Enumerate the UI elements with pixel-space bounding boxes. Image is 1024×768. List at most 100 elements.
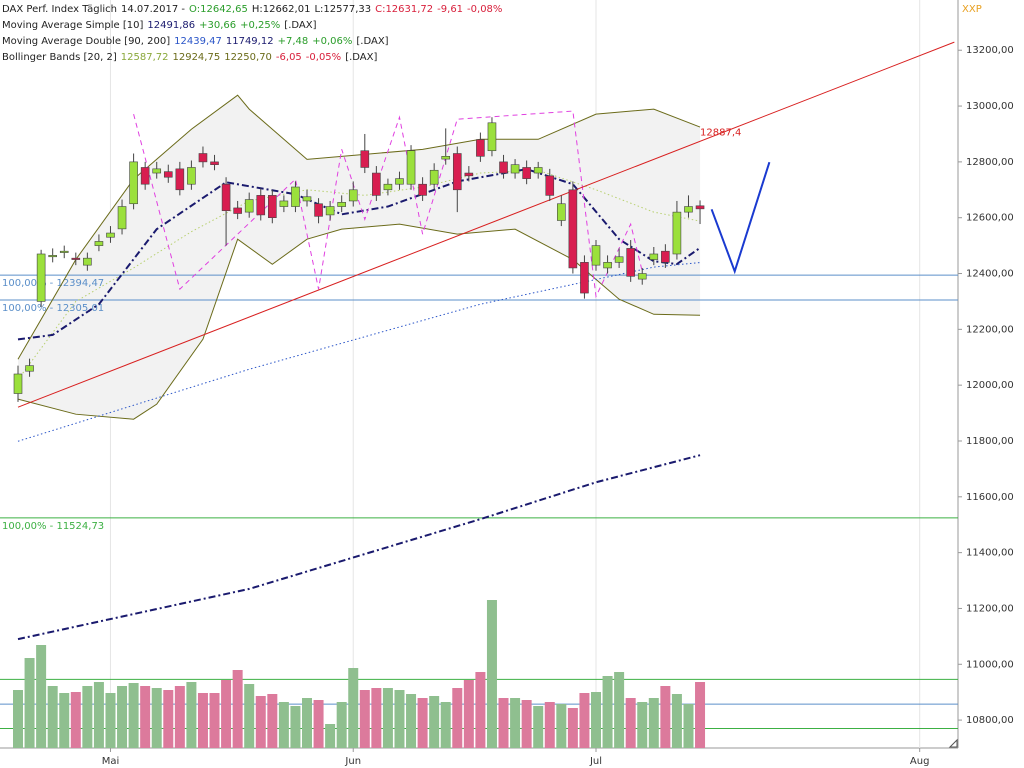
volume-bar <box>302 698 312 748</box>
legend-value: +0,25% <box>240 20 281 31</box>
volume-bar <box>278 702 289 748</box>
volume-bar <box>348 668 359 748</box>
candle-body <box>637 273 647 280</box>
volume-bar <box>128 683 139 748</box>
volume-bar <box>117 686 128 748</box>
volume-bar <box>463 680 474 748</box>
candle-body <box>59 250 69 253</box>
volume-bar <box>648 698 659 748</box>
candle-body <box>661 250 670 263</box>
resize-grip <box>948 738 958 748</box>
volume-bar <box>105 693 116 748</box>
legend-name: Bollinger Bands [20, 2] <box>2 52 117 63</box>
legend: DAX Perf. Index Täglich 14.07.2017 - O:126… <box>2 2 506 66</box>
candle-body <box>614 256 624 263</box>
candle-body <box>71 257 81 260</box>
candle-body <box>129 161 138 205</box>
volume-bar <box>625 698 636 748</box>
y-tick-label: 12600,00 <box>966 213 1014 224</box>
overlay-line <box>17 41 955 408</box>
volume-bar <box>382 688 393 748</box>
candle-body <box>314 203 323 217</box>
candle-body <box>233 207 242 214</box>
overlay-line <box>710 161 771 275</box>
volume-bar <box>267 694 278 748</box>
volume-bar <box>290 706 301 748</box>
volume-bar <box>209 693 220 748</box>
volume-bar <box>82 686 93 748</box>
legend-value: [.DAX] <box>356 36 389 47</box>
candle-body <box>25 365 34 372</box>
candle-body <box>325 206 335 216</box>
candle-body <box>406 150 416 185</box>
volume-bar <box>486 600 497 748</box>
legend-value: 14.07.2017 - <box>121 4 186 15</box>
volume-bar <box>475 672 486 748</box>
volume-bar <box>556 704 567 748</box>
volume-bar <box>13 690 23 748</box>
volume-bar <box>544 702 555 748</box>
volume-bar <box>93 682 104 748</box>
volume-bar <box>36 645 47 748</box>
y-tick-label: 12400,00 <box>966 269 1014 280</box>
level-label: 100,00% - 12394,47 <box>2 278 104 289</box>
candle-body <box>187 167 196 185</box>
legend-value: 12587,72 <box>120 52 169 63</box>
candle-body <box>175 168 185 191</box>
volume-bar <box>521 700 532 748</box>
candle-body <box>441 155 451 160</box>
volume-bar <box>47 686 58 748</box>
volume-bar <box>394 690 405 748</box>
candle-body <box>348 189 358 202</box>
legend-value: H:12662,01 <box>251 4 311 15</box>
y-tick-label: 11000,00 <box>966 659 1014 670</box>
candle-body <box>591 245 601 266</box>
volume-bar <box>591 692 601 748</box>
candle-body <box>198 153 208 163</box>
legend-line: Bollinger Bands [20, 2] 12587,72 12924,75 1… <box>2 50 506 66</box>
volume-bar <box>197 693 208 748</box>
candle-body <box>545 175 555 196</box>
legend-value: -0,08% <box>467 4 503 15</box>
candle-body <box>106 232 115 238</box>
volume-bar <box>498 698 509 748</box>
legend-value: -6,05 <box>275 52 302 63</box>
legend-line: Moving Average Double [90, 200] 12439,47 1… <box>2 34 506 50</box>
candle-body <box>476 139 485 157</box>
y-tick-label: 13000,00 <box>966 101 1014 112</box>
candle-body <box>268 195 277 219</box>
candle-body <box>94 241 104 246</box>
candle-body <box>383 183 393 191</box>
y-tick-label: 10800,00 <box>966 715 1014 726</box>
candle-body <box>36 253 46 302</box>
legend-line: Moving Average Simple [10] 12491,86 +30,66… <box>2 18 506 34</box>
candle-body <box>418 183 427 196</box>
volume-bar <box>151 688 162 748</box>
candle-body <box>580 262 589 294</box>
candle-body <box>163 171 173 178</box>
y-tick-label: 11400,00 <box>966 548 1014 559</box>
y-tick-label: 11800,00 <box>966 436 1014 447</box>
volume-bar <box>671 694 682 748</box>
x-tick-label: Aug <box>910 756 930 767</box>
legend-name: DAX Perf. Index Täglich <box>2 4 117 15</box>
legend-value: +0,06% <box>312 36 353 47</box>
candle-body <box>291 186 300 207</box>
legend-value: 12250,70 <box>224 52 272 63</box>
candle-body <box>13 373 23 394</box>
legend-value: [.DAX] <box>345 52 378 63</box>
level-label: 100,00% - 12305,01 <box>2 303 104 314</box>
level-label: 100,00% - 11524,73 <box>2 521 104 532</box>
candle-body <box>429 169 439 185</box>
candle-body <box>568 189 578 269</box>
candle-body <box>499 161 508 174</box>
candle-body <box>48 255 57 258</box>
volume-bar <box>614 672 625 748</box>
annotation: 12887,4 <box>700 127 741 138</box>
candle-body <box>533 167 543 174</box>
overlay-line <box>133 110 643 299</box>
candle-body <box>649 253 659 260</box>
volume-bar <box>510 698 521 748</box>
legend-value: [.DAX] <box>284 20 317 31</box>
candle-body <box>695 205 705 210</box>
